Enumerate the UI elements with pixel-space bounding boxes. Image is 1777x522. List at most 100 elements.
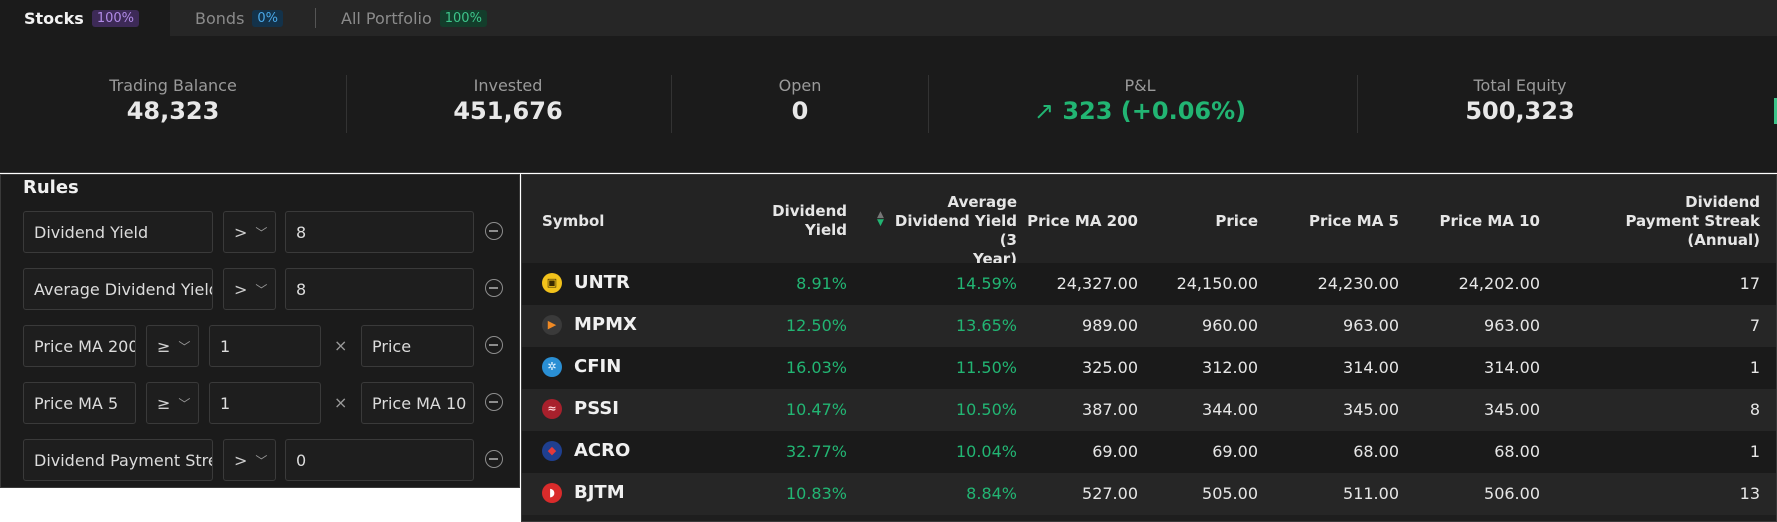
remove-rule-icon[interactable]	[485, 450, 503, 468]
rule-compare-select[interactable]: Price	[361, 325, 474, 367]
stat-value: 451,676	[453, 97, 563, 125]
symbol-label: BJTM	[574, 482, 625, 503]
rule-field-select[interactable]: Price MA 5	[23, 382, 136, 424]
cell-ma5: 24,230.00	[1317, 274, 1399, 293]
header-line: Dividend	[1685, 193, 1760, 211]
portfolio-tabs: Stocks 100% Bonds 0% All Portfolio 100%	[0, 0, 1777, 36]
table-row[interactable]: ◆ ACRO 32.77% 10.04% 69.00 69.00 68.00 68.00 1	[522, 431, 1776, 473]
cell-div-yield: 10.47%	[785, 400, 847, 419]
table-row[interactable]: ▶ MPMX 12.50% 13.65% 989.00 960.00 963.00 963.0…	[522, 305, 1776, 347]
table-header: Symbol Dividend Yield ▲ ▼ Average Dividen…	[522, 175, 1776, 268]
symbol-cell[interactable]: ◗ BJTM	[542, 482, 625, 503]
cell-ma10: 506.00	[1484, 484, 1540, 503]
rule-multiplier-input[interactable]: 1	[209, 382, 321, 424]
tab-label: Bonds	[195, 8, 245, 28]
stat-label: Total Equity	[1473, 76, 1567, 95]
cell-price: 312.00	[1202, 358, 1258, 377]
symbol-label: PSSI	[574, 398, 620, 419]
header-line: Dividend	[772, 202, 847, 220]
symbol-cell[interactable]: ▣ UNTR	[542, 272, 630, 293]
remove-rule-icon[interactable]	[485, 279, 503, 297]
symbol-label: UNTR	[574, 272, 630, 293]
rule-value-input[interactable]: 0	[285, 439, 474, 481]
cell-ma5: 345.00	[1343, 400, 1399, 419]
stat-value: 0	[791, 97, 809, 125]
cell-ma10: 24,202.00	[1458, 274, 1540, 293]
rule-value-input[interactable]: 8	[285, 268, 474, 310]
pnl-stat: P&L ↗ 323 (+0.06%)	[1025, 76, 1255, 125]
rule-operator-select[interactable]: ≥ ﹀	[146, 325, 199, 367]
operator-label: >	[234, 450, 248, 470]
header-line: Payment Streak	[1625, 212, 1760, 230]
sort-icon[interactable]: ▲ ▼	[877, 210, 884, 228]
cell-ma200: 387.00	[1082, 400, 1138, 419]
column-header-price-ma-5[interactable]: Price MA 5	[1308, 212, 1399, 230]
remove-rule-icon[interactable]	[485, 222, 503, 240]
flower-logo-icon: ✲	[542, 356, 562, 377]
symbol-cell[interactable]: ✲ CFIN	[542, 356, 621, 377]
cell-div-yield: 10.83%	[785, 484, 847, 503]
rule-field-select[interactable]: Dividend Yield	[23, 211, 213, 253]
cell-price: 960.00	[1202, 316, 1258, 335]
table-row[interactable]: ✲ CFIN 16.03% 11.50% 325.00 312.00 314.00 314.0…	[522, 347, 1776, 389]
rule-operator-select[interactable]: > ﹀	[223, 439, 276, 481]
symbol-label: MPMX	[574, 314, 637, 335]
symbol-cell[interactable]: ≈ PSSI	[542, 398, 619, 419]
cell-ma10: 68.00	[1494, 442, 1540, 461]
header-line: (Annual)	[1687, 231, 1760, 249]
symbol-cell[interactable]: ▶ MPMX	[542, 314, 637, 335]
cell-ma200: 325.00	[1082, 358, 1138, 377]
cell-ma200: 24,327.00	[1056, 274, 1138, 293]
table-row[interactable]: ◗ BJTM 10.83% 8.84% 527.00 505.00 511.00 506.00…	[522, 473, 1776, 515]
stat-label: Invested	[473, 76, 543, 95]
rule-operator-select[interactable]: ≥ ﹀	[146, 382, 199, 424]
tab-all-portfolio[interactable]: All Portfolio 100%	[341, 0, 487, 36]
column-header-price-ma-200[interactable]: Price MA 200	[1027, 212, 1138, 230]
rule-compare-select[interactable]: Price MA 10	[361, 382, 474, 424]
column-header-dividend-streak[interactable]: Dividend Payment Streak (Annual)	[1592, 193, 1760, 250]
chevron-down-icon: ﹀	[255, 225, 268, 240]
rule-field-select[interactable]: Dividend Payment Streak	[23, 439, 213, 481]
tab-bonds[interactable]: Bonds 0%	[195, 0, 284, 36]
cell-ma5: 314.00	[1343, 358, 1399, 377]
rule-operator-select[interactable]: > ﹀	[223, 268, 276, 310]
cell-streak: 1	[1749, 442, 1760, 461]
tab-divider	[315, 8, 316, 28]
column-header-avg-dividend-yield[interactable]: Average Dividend Yield (3 Year)	[887, 193, 1017, 269]
remove-rule-icon[interactable]	[485, 393, 503, 411]
cell-ma200: 527.00	[1082, 484, 1138, 503]
column-header-dividend-yield[interactable]: Dividend Yield	[737, 202, 847, 240]
table-row[interactable]: ≈ PSSI 10.47% 10.50% 387.00 344.00 345.00 345.0…	[522, 389, 1776, 431]
cell-streak: 17	[1739, 274, 1760, 293]
header-line: Dividend Yield (3	[894, 212, 1017, 249]
stat-value: ↗ 323 (+0.06%)	[1025, 97, 1255, 125]
cell-ma200: 989.00	[1082, 316, 1138, 335]
rules-title: Rules	[23, 177, 79, 198]
cell-streak: 1	[1749, 358, 1760, 377]
wave-logo-icon: ≈	[542, 398, 562, 419]
remove-rule-icon[interactable]	[485, 336, 503, 354]
cell-streak: 7	[1749, 316, 1760, 335]
tab-stocks[interactable]: Stocks 100%	[0, 0, 170, 36]
chevron-down-icon: ﹀	[178, 339, 191, 354]
symbol-label: ACRO	[574, 440, 631, 461]
column-header-symbol[interactable]: Symbol	[542, 212, 605, 230]
chevron-down-icon: ﹀	[255, 282, 268, 297]
rule-multiplier-input[interactable]: 1	[209, 325, 321, 367]
cell-ma200: 69.00	[1092, 442, 1138, 461]
cell-price: 505.00	[1202, 484, 1258, 503]
cell-ma10: 314.00	[1484, 358, 1540, 377]
cell-div-yield: 16.03%	[785, 358, 847, 377]
cell-price: 344.00	[1202, 400, 1258, 419]
tab-label: Stocks	[24, 8, 84, 28]
rule-field-select[interactable]: Average Dividend Yield	[23, 268, 213, 310]
rule-value-input[interactable]: 8	[285, 211, 474, 253]
rule-operator-select[interactable]: > ﹀	[223, 211, 276, 253]
column-header-price-ma-10[interactable]: Price MA 10	[1439, 212, 1540, 230]
symbol-cell[interactable]: ◆ ACRO	[542, 440, 630, 461]
cell-div-yield: 8.91%	[796, 274, 847, 293]
total-equity-stat: Total Equity 500,323	[1440, 76, 1600, 125]
column-header-price[interactable]: Price	[1215, 212, 1258, 230]
table-row[interactable]: ▣ UNTR 8.91% 14.59% 24,327.00 24,150.00 24,230…	[522, 263, 1776, 305]
rule-field-select[interactable]: Price MA 200	[23, 325, 136, 367]
